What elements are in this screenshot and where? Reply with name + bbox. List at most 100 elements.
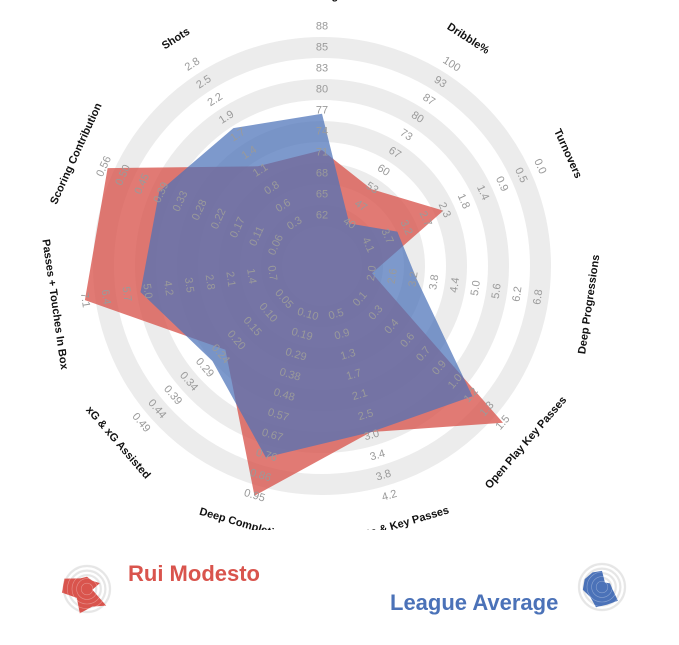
tick-label: 5.6 (490, 283, 504, 300)
legend-icon-inner-ring (80, 582, 94, 596)
tick-label: 85 (316, 42, 328, 54)
tick-label: 93 (432, 74, 449, 91)
tick-label: 4.2 (380, 488, 398, 504)
tick-label: 3.8 (427, 274, 441, 291)
tick-label: 6.2 (510, 286, 524, 303)
legend-icon-ring (577, 562, 627, 612)
tick-label: 3.0 (363, 427, 381, 443)
tick-label: 87 (420, 92, 437, 109)
tick-label: 83 (316, 63, 328, 75)
tick-label: 0.48 (272, 386, 296, 404)
tick-label: 67 (386, 145, 403, 162)
tick-label: 88 (316, 21, 328, 33)
tick-label: 0.9 (333, 327, 351, 343)
tick-label: 2.3 (436, 201, 453, 220)
tick-label: 3.2 (407, 271, 421, 288)
tick-label: 1.4 (244, 268, 258, 285)
legend-icon-inner-ring (71, 573, 103, 605)
axis-label: Scoring Contribution (48, 101, 105, 206)
tick-label: 2.1 (351, 387, 369, 403)
tick-label: 6.4 (99, 289, 113, 306)
tick-label: 65 (316, 189, 328, 201)
tick-label: 73 (398, 127, 415, 144)
tick-label: 6.8 (531, 289, 545, 306)
axis-label: Dribble% (445, 21, 492, 57)
tick-label: 4.1 (359, 236, 376, 255)
radar-series (84, 113, 504, 496)
tick-label: 2.8 (203, 274, 217, 291)
tick-label: 7.1 (78, 292, 92, 309)
tick-label: 2.0 (365, 265, 379, 282)
tick-label: 0.95 (243, 487, 267, 505)
tick-label: 80 (316, 84, 328, 96)
tick-label: 77 (316, 105, 328, 117)
legend-icon-inner-ring (595, 580, 609, 594)
tick-label: 0.76 (254, 447, 278, 465)
tick-label: 40 (341, 215, 358, 232)
tick-label: 3.2 (397, 218, 414, 237)
tick-label: 4.2 (161, 280, 175, 297)
tick-label: 0.5 (327, 307, 345, 323)
legend-icon-shape (61, 576, 107, 614)
league-average-legend-icon (573, 558, 631, 616)
league-average-series-area (140, 113, 473, 458)
axis-label: Passing% (296, 0, 348, 2)
legend-icon-shape (582, 570, 618, 608)
tick-label: 2.7 (417, 209, 434, 228)
tick-label: 0.0 (531, 157, 548, 176)
tick-label: 1.4 (474, 183, 491, 202)
legend-icon-inner-ring (582, 567, 622, 607)
tick-label: 5.7 (119, 286, 133, 303)
tick-label: 80 (409, 109, 426, 126)
tick-label: 0.38 (278, 366, 302, 384)
legend-icon-inner-ring (586, 571, 618, 603)
tick-label: 53 (364, 180, 381, 197)
tick-label: 2.6 (386, 268, 400, 285)
tick-label: 2.1 (223, 271, 237, 288)
tick-label: 3.8 (375, 468, 393, 484)
player-legend-icon (58, 560, 116, 618)
tick-label: 2.2 (206, 91, 225, 109)
axis-label: Shots & Key Passes (346, 504, 451, 530)
tick-label: 0.67 (260, 427, 284, 445)
tick-label: 100 (441, 54, 463, 74)
legend-icon-inner-ring (76, 578, 98, 600)
tick-label: 0.57 (266, 406, 290, 424)
tick-label: 47 (352, 198, 369, 215)
tick-label: 0.29 (284, 346, 308, 364)
tick-label: 74 (316, 126, 328, 138)
legend-icon-inner-ring (591, 576, 613, 598)
tick-label: 3.4 (369, 448, 387, 464)
tick-label: 62 (316, 210, 328, 222)
legend-icon-inner-ring (577, 562, 627, 612)
player-name: Rui Modesto (128, 561, 260, 586)
tick-label: 3.5 (182, 277, 196, 294)
tick-label: 0.5 (512, 166, 529, 185)
tick-label: 3.7 (378, 227, 395, 246)
axis-label: Shots (160, 26, 192, 53)
tick-label: 60 (375, 162, 392, 179)
axis-label: Passes + Touches In Box (39, 238, 70, 371)
axis-label: Deep Completions (198, 506, 294, 530)
tick-label: 1.7 (345, 367, 363, 383)
tick-label: 0.7 (265, 265, 279, 282)
tick-label: 68 (316, 168, 328, 180)
axis-label: Turnovers (551, 127, 584, 180)
tick-label: 1.8 (455, 192, 472, 211)
tick-label: 0.19 (290, 326, 314, 344)
axis-label: Deep Progressions (576, 254, 602, 355)
tick-label: 1.3 (339, 347, 357, 363)
tick-label: 2.5 (357, 407, 375, 423)
legend-icon-inner-ring (62, 564, 112, 614)
tick-label: 5.0 (140, 283, 154, 300)
tick-label: 71 (316, 147, 328, 159)
league-average-name: League Average (390, 590, 559, 615)
tick-label: 0.9 (493, 175, 510, 194)
radar-tick-labels: 6265687174778083858840475360677380879310… (78, 21, 549, 505)
radar-chart: 6265687174778083858840475360677380879310… (39, 0, 602, 530)
tick-label: 2.8 (183, 55, 202, 73)
tick-label: 5.0 (469, 280, 483, 297)
legend-icon-inner-ring (67, 569, 107, 609)
tick-label: 0.10 (296, 306, 320, 324)
tick-label: 0.86 (248, 467, 272, 485)
